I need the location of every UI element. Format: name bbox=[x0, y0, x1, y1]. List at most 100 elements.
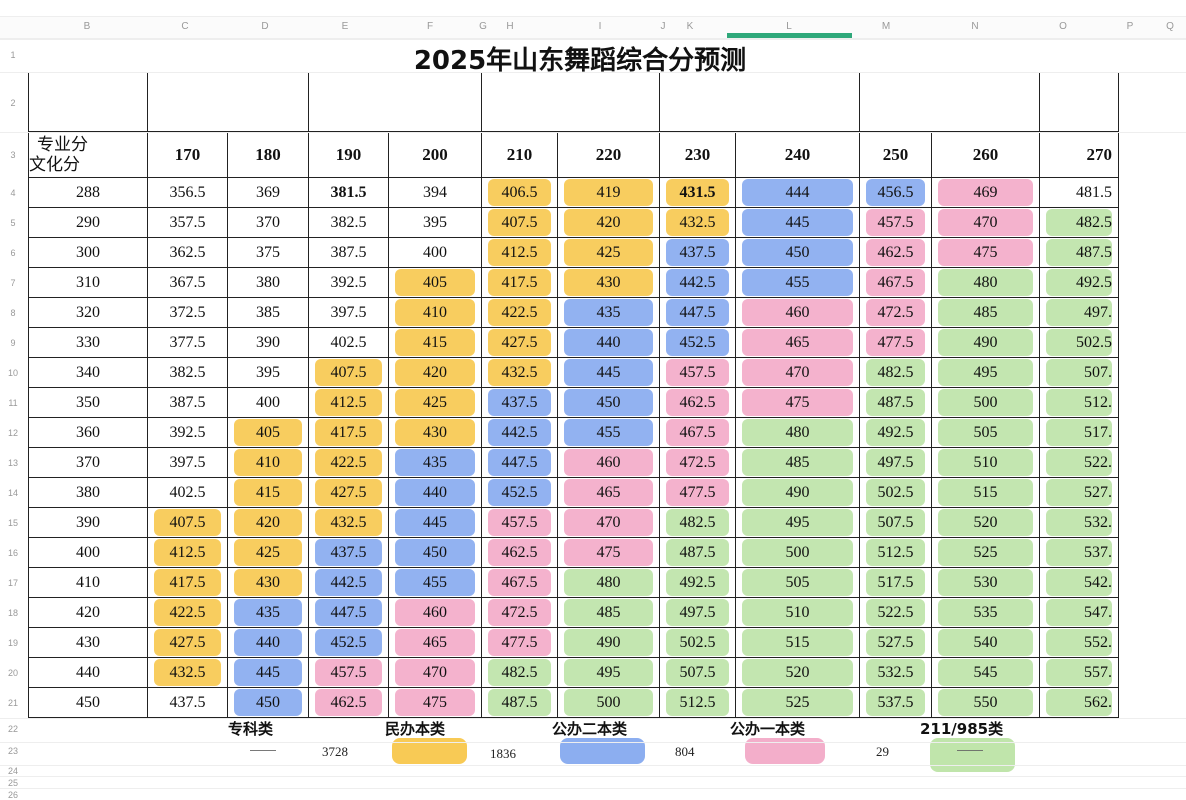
row-number[interactable]: 6 bbox=[10, 248, 16, 258]
row-number[interactable]: 20 bbox=[7, 668, 18, 678]
score-cell[interactable]: 440 bbox=[557, 327, 660, 358]
score-cell[interactable]: 450 bbox=[735, 237, 860, 268]
major-score-header[interactable]: 170 bbox=[147, 131, 228, 178]
score-cell[interactable]: 467.5 bbox=[859, 267, 932, 298]
score-cell[interactable]: 470 bbox=[931, 207, 1040, 238]
blank-header-cell[interactable] bbox=[481, 72, 660, 132]
score-cell[interactable]: 412.5 bbox=[147, 537, 228, 568]
culture-score-cell[interactable]: 370 bbox=[28, 447, 148, 478]
row-number[interactable]: 3 bbox=[10, 150, 16, 160]
score-cell[interactable]: 357.5 bbox=[147, 207, 228, 238]
score-cell[interactable]: 490 bbox=[735, 477, 860, 508]
score-cell[interactable]: 481.5 bbox=[1039, 177, 1119, 208]
corner-cell[interactable]: 专业分 文化分 bbox=[28, 131, 148, 178]
score-cell[interactable]: 406.5 bbox=[481, 177, 558, 208]
score-cell[interactable]: 495 bbox=[735, 507, 860, 538]
score-cell[interactable]: 500 bbox=[557, 687, 660, 718]
score-cell[interactable]: 394 bbox=[388, 177, 482, 208]
score-cell[interactable]: 457.5 bbox=[659, 357, 736, 388]
score-cell[interactable]: 462.5 bbox=[859, 237, 932, 268]
score-cell[interactable]: 405 bbox=[388, 267, 482, 298]
row-number[interactable]: 16 bbox=[7, 548, 18, 558]
score-cell[interactable]: 380 bbox=[227, 267, 309, 298]
culture-score-cell[interactable]: 450 bbox=[28, 687, 148, 718]
score-cell[interactable]: 475 bbox=[388, 687, 482, 718]
score-cell[interactable]: 515 bbox=[735, 627, 860, 658]
row-number[interactable]: 10 bbox=[7, 368, 18, 378]
score-cell[interactable]: 405 bbox=[227, 417, 309, 448]
score-cell[interactable]: 487.5 bbox=[859, 387, 932, 418]
major-score-header[interactable]: 250 bbox=[859, 131, 932, 178]
score-cell[interactable]: 402.5 bbox=[147, 477, 228, 508]
row-number[interactable]: 18 bbox=[7, 608, 18, 618]
score-cell[interactable]: 517. bbox=[1039, 417, 1119, 448]
row-number[interactable]: 26 bbox=[7, 790, 18, 800]
score-cell[interactable]: 482.5 bbox=[859, 357, 932, 388]
row-number[interactable]: 7 bbox=[10, 278, 16, 288]
score-cell[interactable]: 460 bbox=[557, 447, 660, 478]
score-cell[interactable]: 377.5 bbox=[147, 327, 228, 358]
row-number[interactable]: 25 bbox=[7, 778, 18, 788]
score-cell[interactable]: 487.5 bbox=[659, 537, 736, 568]
score-cell[interactable]: 450 bbox=[388, 537, 482, 568]
score-cell[interactable]: 445 bbox=[557, 357, 660, 388]
score-cell[interactable]: 527. bbox=[1039, 477, 1119, 508]
score-cell[interactable]: 417.5 bbox=[147, 567, 228, 598]
score-cell[interactable]: 510 bbox=[931, 447, 1040, 478]
score-cell[interactable]: 455 bbox=[388, 567, 482, 598]
score-cell[interactable]: 467.5 bbox=[481, 567, 558, 598]
column-header-O[interactable]: O bbox=[1059, 21, 1067, 32]
score-cell[interactable]: 412.5 bbox=[481, 237, 558, 268]
score-cell[interactable]: 502.5 bbox=[859, 477, 932, 508]
score-cell[interactable]: 445 bbox=[227, 657, 309, 688]
score-cell[interactable]: 455 bbox=[735, 267, 860, 298]
score-cell[interactable]: 472.5 bbox=[659, 447, 736, 478]
score-cell[interactable]: 465 bbox=[388, 627, 482, 658]
score-cell[interactable]: 407.5 bbox=[147, 507, 228, 538]
score-cell[interactable]: 427.5 bbox=[147, 627, 228, 658]
major-score-header[interactable]: 220 bbox=[557, 131, 660, 178]
score-cell[interactable]: 465 bbox=[557, 477, 660, 508]
score-cell[interactable]: 482.5 bbox=[659, 507, 736, 538]
culture-score-cell[interactable]: 288 bbox=[28, 177, 148, 208]
score-cell[interactable]: 470 bbox=[735, 357, 860, 388]
culture-score-cell[interactable]: 390 bbox=[28, 507, 148, 538]
score-cell[interactable]: 387.5 bbox=[147, 387, 228, 418]
score-cell[interactable]: 422.5 bbox=[481, 297, 558, 328]
score-cell[interactable]: 515 bbox=[931, 477, 1040, 508]
score-cell[interactable]: 435 bbox=[227, 597, 309, 628]
blank-header-cell[interactable] bbox=[859, 72, 1040, 132]
score-cell[interactable]: 450 bbox=[227, 687, 309, 718]
row-number[interactable]: 1 bbox=[10, 50, 16, 60]
score-cell[interactable]: 392.5 bbox=[147, 417, 228, 448]
culture-score-cell[interactable]: 440 bbox=[28, 657, 148, 688]
row-number[interactable]: 13 bbox=[7, 458, 18, 468]
score-cell[interactable]: 465 bbox=[735, 327, 860, 358]
blank-header-cell[interactable] bbox=[28, 72, 148, 132]
row-number[interactable]: 23 bbox=[7, 746, 18, 756]
score-cell[interactable]: 415 bbox=[388, 327, 482, 358]
column-header-P[interactable]: P bbox=[1126, 21, 1134, 32]
score-cell[interactable]: 477.5 bbox=[659, 477, 736, 508]
row-number[interactable]: 2 bbox=[10, 98, 16, 108]
culture-score-cell[interactable]: 320 bbox=[28, 297, 148, 328]
culture-score-cell[interactable]: 400 bbox=[28, 537, 148, 568]
score-cell[interactable]: 492.5 bbox=[659, 567, 736, 598]
score-cell[interactable]: 432.5 bbox=[308, 507, 389, 538]
column-header-C[interactable]: C bbox=[181, 21, 189, 32]
score-cell[interactable]: 422.5 bbox=[308, 447, 389, 478]
score-cell[interactable]: 362.5 bbox=[147, 237, 228, 268]
score-cell[interactable]: 382.5 bbox=[147, 357, 228, 388]
score-cell[interactable]: 547. bbox=[1039, 597, 1119, 628]
score-cell[interactable]: 552. bbox=[1039, 627, 1119, 658]
column-header-M[interactable]: M bbox=[881, 21, 891, 32]
score-cell[interactable]: 407.5 bbox=[308, 357, 389, 388]
score-cell[interactable]: 410 bbox=[388, 297, 482, 328]
score-cell[interactable]: 457.5 bbox=[308, 657, 389, 688]
score-cell[interactable]: 450 bbox=[557, 387, 660, 418]
score-cell[interactable]: 537.5 bbox=[859, 687, 932, 718]
score-cell[interactable]: 356.5 bbox=[147, 177, 228, 208]
score-cell[interactable]: 562. bbox=[1039, 687, 1119, 718]
score-cell[interactable]: 375 bbox=[227, 237, 309, 268]
score-cell[interactable]: 525 bbox=[931, 537, 1040, 568]
